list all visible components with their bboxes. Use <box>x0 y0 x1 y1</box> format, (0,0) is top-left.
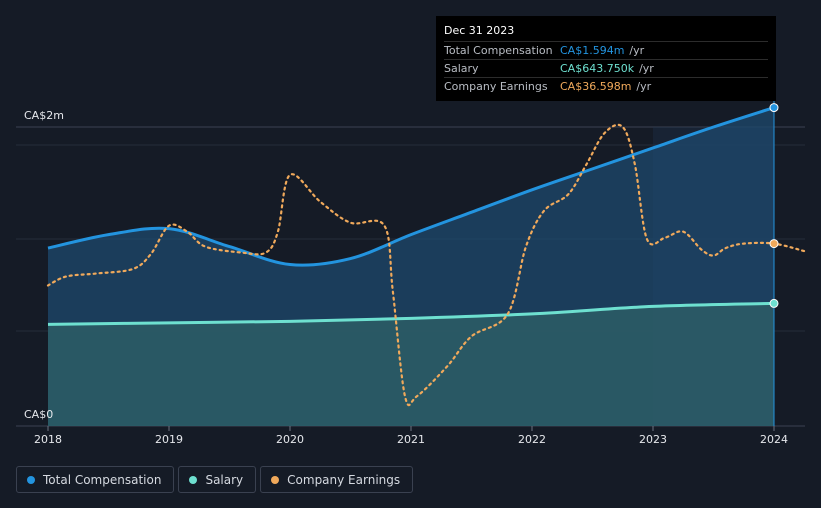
legend-item-salary[interactable]: Salary <box>178 466 257 493</box>
x-tick-label: 2019 <box>155 433 183 446</box>
tooltip-label: Total Compensation <box>444 44 553 57</box>
tooltip: Dec 31 2023 Total Compensation CA$1.594m… <box>436 16 776 101</box>
tooltip-value: CA$643.750k <box>560 62 635 75</box>
tooltip-row-total-compensation: Total Compensation CA$1.594m /yr <box>444 41 768 59</box>
legend-item-total-compensation[interactable]: Total Compensation <box>16 466 175 493</box>
x-tick-label: 2023 <box>639 433 667 446</box>
x-tick-label: 2024 <box>760 433 788 446</box>
legend-label: Total Compensation <box>43 472 162 487</box>
legend-item-company-earnings[interactable]: Company Earnings <box>260 466 414 493</box>
y-tick-label: CA$2m <box>24 109 64 122</box>
cursor-markers <box>769 103 779 308</box>
tooltip-unit: /yr <box>629 44 645 57</box>
x-axis: 2018 2019 2020 2021 2022 2023 2024 <box>34 426 788 446</box>
salary-line <box>47 301 775 326</box>
salary-marker <box>769 298 779 308</box>
tooltip-value: CA$36.598m <box>560 80 632 93</box>
tooltip-label: Company Earnings <box>444 80 548 93</box>
company-earnings-marker <box>769 239 779 249</box>
tooltip-unit: /yr <box>639 62 654 75</box>
tooltip-row-company-earnings: Company Earnings CA$36.598m /yr <box>444 77 768 95</box>
x-tick-label: 2022 <box>518 433 546 446</box>
salary-area <box>48 303 774 426</box>
x-tick-label: 2020 <box>276 433 304 446</box>
tooltip-row-salary: Salary CA$643.750k /yr <box>444 59 768 77</box>
legend-label: Salary <box>205 472 244 487</box>
x-tick-label: 2021 <box>397 433 425 446</box>
legend: Total Compensation Salary Company Earnin… <box>16 466 414 493</box>
tooltip-value: CA$1.594m <box>560 44 625 57</box>
total-compensation-dot-icon <box>27 475 35 484</box>
tooltip-label: Salary <box>444 62 479 75</box>
company-earnings-line <box>46 123 806 407</box>
salary-dot-icon <box>189 475 198 484</box>
total-compensation-line <box>47 106 775 267</box>
y-tick-label: CA$0 <box>24 408 53 421</box>
legend-label: Company Earnings <box>287 472 401 487</box>
tooltip-date: Dec 31 2023 <box>444 24 515 37</box>
company-earnings-dot-icon <box>271 475 280 484</box>
x-tick-label: 2018 <box>34 433 62 446</box>
y-axis: CA$2m CA$0 <box>24 109 64 421</box>
tooltip-unit: /yr <box>636 80 652 93</box>
total-compensation-marker <box>769 103 779 113</box>
